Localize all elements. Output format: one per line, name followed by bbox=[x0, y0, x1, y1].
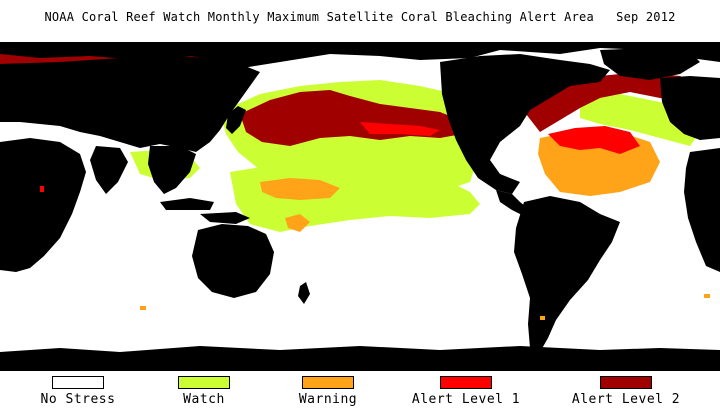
legend-label: Alert Level 2 bbox=[571, 392, 681, 407]
zone-alert1-patch bbox=[40, 186, 44, 192]
land-australia bbox=[192, 224, 274, 298]
land-japan bbox=[226, 106, 246, 134]
zone-warning-central-pacific bbox=[260, 178, 340, 200]
land-eurasia bbox=[0, 56, 260, 152]
land-new-zealand bbox=[298, 282, 310, 304]
land-africa-east bbox=[684, 148, 720, 272]
map-title: NOAA Coral Reef Watch Monthly Maximum Sa… bbox=[44, 10, 676, 24]
land-india bbox=[90, 146, 128, 194]
land-indonesia-1 bbox=[160, 198, 214, 210]
legend-swatch-alert-2 bbox=[600, 376, 652, 389]
land-north-america bbox=[440, 54, 610, 194]
land-africa bbox=[0, 138, 86, 272]
legend-swatch-alert-1 bbox=[440, 376, 492, 389]
land-indonesia-2 bbox=[200, 212, 250, 224]
zone-warning-patch bbox=[704, 294, 710, 298]
zone-warning-patch bbox=[540, 316, 545, 320]
world-alert-map bbox=[0, 42, 720, 371]
legend-swatch-watch bbox=[178, 376, 230, 389]
zone-alert2-atlantic bbox=[526, 72, 700, 132]
legend-label: No Stress bbox=[40, 392, 116, 407]
land-antarctica bbox=[0, 346, 720, 371]
map-legend: No Stress Watch Warning Alert Level 1 Al… bbox=[0, 376, 720, 411]
land-southeast-asia bbox=[148, 146, 196, 194]
land-central-america bbox=[496, 190, 530, 216]
legend-item-warning: Warning bbox=[258, 376, 398, 407]
legend-item-no-stress: No Stress bbox=[8, 376, 148, 407]
zone-alert1-atlantic bbox=[548, 126, 640, 154]
legend-label: Watch bbox=[183, 392, 225, 407]
legend-label: Warning bbox=[298, 392, 358, 407]
land-europe-west bbox=[660, 76, 720, 140]
land-south-america bbox=[514, 196, 620, 352]
zone-warning-west-pacific bbox=[285, 214, 310, 232]
zone-warning-patch bbox=[140, 306, 146, 310]
land-madagascar bbox=[712, 238, 720, 266]
legend-item-alert-2: Alert Level 2 bbox=[556, 376, 696, 407]
legend-item-watch: Watch bbox=[134, 376, 274, 407]
land-greenland bbox=[600, 48, 700, 80]
legend-swatch-warning bbox=[302, 376, 354, 389]
legend-item-alert-1: Alert Level 1 bbox=[396, 376, 536, 407]
legend-label: Alert Level 1 bbox=[411, 392, 521, 407]
legend-swatch-no-stress bbox=[52, 376, 104, 389]
zone-alert1-north-pacific bbox=[360, 122, 440, 136]
